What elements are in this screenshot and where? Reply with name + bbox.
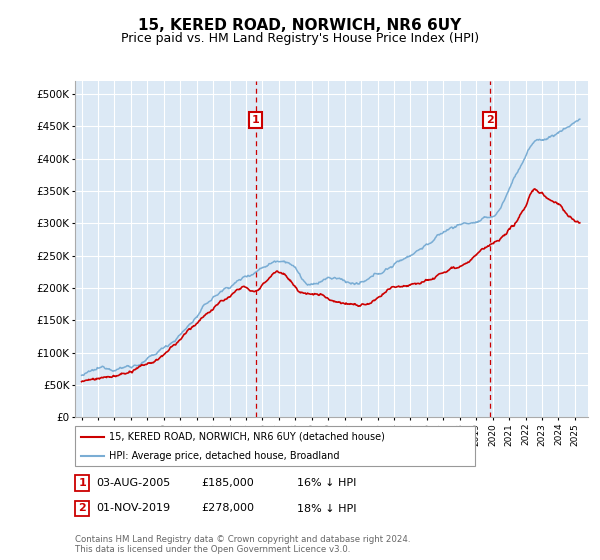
Text: £278,000: £278,000 [201,503,254,514]
Text: Price paid vs. HM Land Registry's House Price Index (HPI): Price paid vs. HM Land Registry's House … [121,32,479,45]
Text: 1: 1 [79,478,86,488]
Text: 18% ↓ HPI: 18% ↓ HPI [297,503,356,514]
Text: 2: 2 [486,115,494,125]
Text: 2: 2 [79,503,86,514]
Text: 16% ↓ HPI: 16% ↓ HPI [297,478,356,488]
Text: £185,000: £185,000 [201,478,254,488]
Text: 03-AUG-2005: 03-AUG-2005 [96,478,170,488]
Text: HPI: Average price, detached house, Broadland: HPI: Average price, detached house, Broa… [109,451,339,461]
Text: 1: 1 [251,115,259,125]
Text: Contains HM Land Registry data © Crown copyright and database right 2024.
This d: Contains HM Land Registry data © Crown c… [75,535,410,554]
Text: 01-NOV-2019: 01-NOV-2019 [96,503,170,514]
Text: 15, KERED ROAD, NORWICH, NR6 6UY (detached house): 15, KERED ROAD, NORWICH, NR6 6UY (detach… [109,432,385,442]
Text: 15, KERED ROAD, NORWICH, NR6 6UY: 15, KERED ROAD, NORWICH, NR6 6UY [139,18,461,33]
